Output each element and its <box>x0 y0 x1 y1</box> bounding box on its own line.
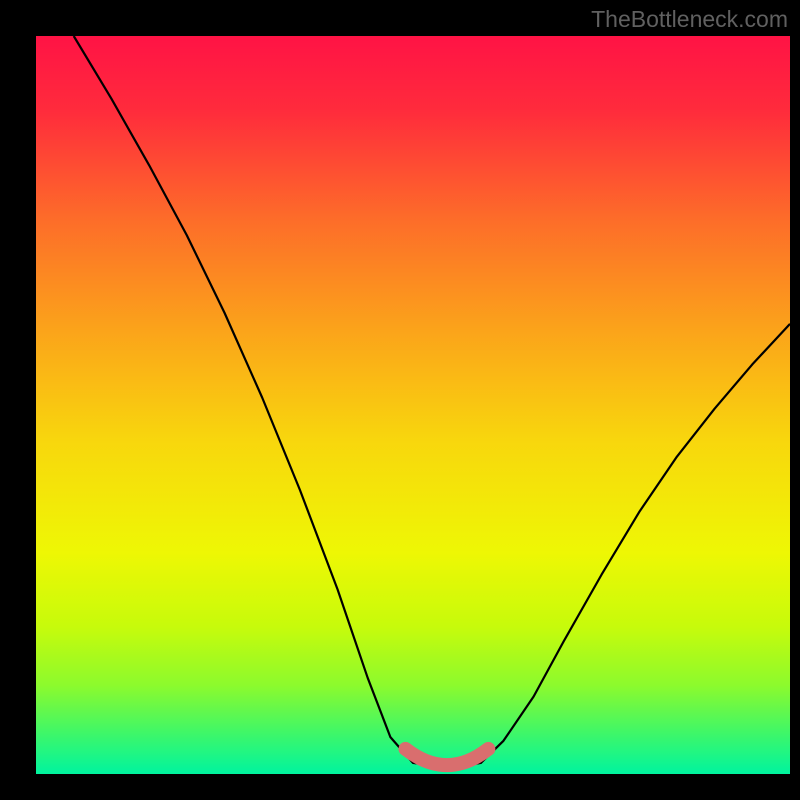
chart-svg <box>0 0 800 800</box>
plot-background <box>36 36 790 774</box>
watermark-text: TheBottleneck.com <box>591 6 788 33</box>
chart-container: TheBottleneck.com <box>0 0 800 800</box>
